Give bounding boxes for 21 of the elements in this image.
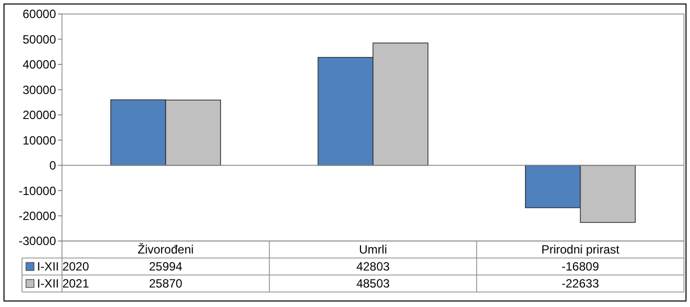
y-tick-label: 30000 <box>22 82 56 97</box>
y-tick-label: 60000 <box>22 7 56 22</box>
legend-label: I-XII 2021 <box>37 276 90 291</box>
y-tick-label: 20000 <box>22 108 56 122</box>
data-label: -16809 <box>562 260 600 274</box>
legend-label: I-XII 2020 <box>37 260 90 274</box>
y-tick-label: 50000 <box>22 32 56 46</box>
y-tick-label: 10000 <box>22 133 56 148</box>
y-tick-label: -20000 <box>18 208 56 223</box>
y-tick-label: -10000 <box>18 184 56 198</box>
y-tick-label: 0 <box>49 158 56 173</box>
data-label: 42803 <box>356 260 390 274</box>
x-tick-label: Živorođeni <box>138 242 194 257</box>
x-tick-label: Prirodni prirast <box>541 242 620 257</box>
x-tick-label: Umrli <box>359 242 387 257</box>
y-tick-label: -30000 <box>18 234 56 248</box>
data-label: 25870 <box>148 276 183 291</box>
data-label: -22633 <box>562 276 600 291</box>
data-label: 25994 <box>148 260 183 274</box>
data-label: 48503 <box>356 276 390 291</box>
y-tick-label: 40000 <box>22 58 56 72</box>
